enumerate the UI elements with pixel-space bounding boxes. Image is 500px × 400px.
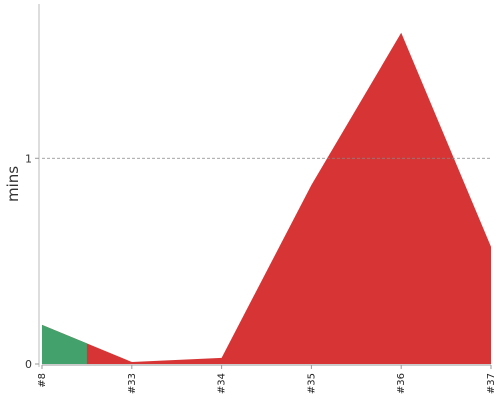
x-tick-label: #37 — [486, 373, 497, 394]
y-tick-label: 0 — [25, 358, 32, 371]
x-tick-label: #33 — [127, 373, 138, 394]
y-tick-label: 1 — [25, 152, 32, 165]
area-series-1 — [42, 32, 491, 365]
x-tick-label: #8 — [37, 373, 48, 388]
x-tick-label: #35 — [306, 373, 317, 394]
area-series-2 — [42, 324, 87, 364]
x-tick-label: #36 — [396, 373, 407, 394]
x-axis-ticks: #8 #33 #34 #35 #36 #37 — [37, 365, 497, 394]
x-tick-label: #34 — [217, 373, 228, 394]
y-axis-ticks: 01 — [25, 152, 39, 371]
plot-area — [42, 32, 491, 365]
y-axis-title: mins — [4, 166, 22, 202]
